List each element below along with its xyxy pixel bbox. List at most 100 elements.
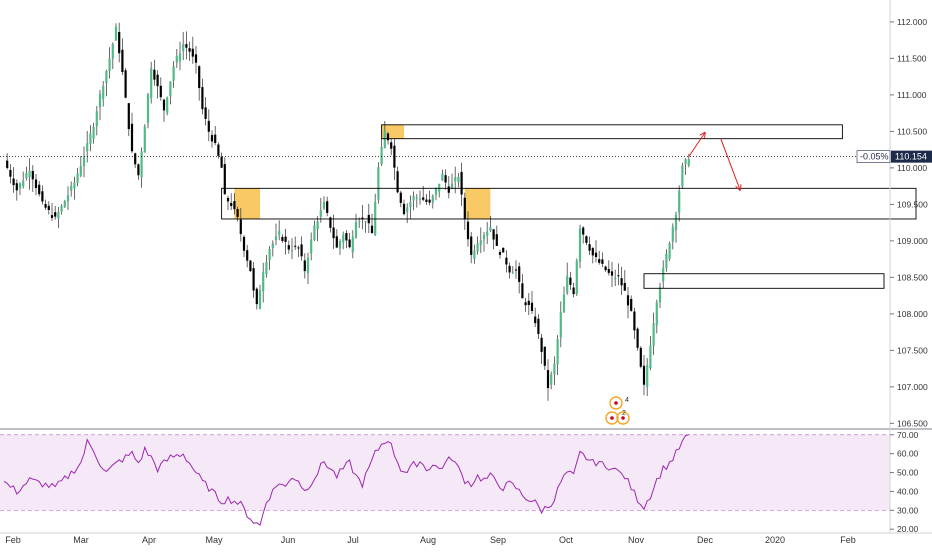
candle-down bbox=[236, 208, 239, 217]
candle-down bbox=[44, 203, 47, 208]
candle-down bbox=[345, 233, 348, 241]
candle-down bbox=[460, 171, 463, 195]
candle-down bbox=[130, 123, 134, 152]
last-price-text: 110.154 bbox=[895, 152, 927, 162]
pattern-marker: 42 bbox=[605, 396, 630, 425]
candle-up bbox=[662, 267, 665, 282]
candle-down bbox=[402, 203, 406, 215]
candle-down bbox=[50, 215, 54, 218]
projection-arrows[interactable] bbox=[688, 133, 740, 190]
candle-up bbox=[310, 239, 313, 254]
zone-rectangle[interactable] bbox=[643, 273, 885, 289]
candle-up bbox=[166, 97, 169, 113]
price-axis[interactable]: 106.500 107.000 107.500 108.000 108.500 109.0… bbox=[889, 0, 928, 533]
candle-up bbox=[431, 195, 434, 203]
candle-up bbox=[646, 365, 649, 388]
candle-up bbox=[313, 225, 316, 240]
candle-down bbox=[332, 227, 335, 239]
last-price-label: -0.05% 110.154 bbox=[856, 150, 932, 163]
candle-up bbox=[374, 201, 377, 236]
time-tick-label: Dec bbox=[697, 535, 714, 545]
candle-up bbox=[18, 183, 22, 189]
candle-down bbox=[569, 277, 572, 285]
candle-down bbox=[121, 49, 124, 73]
candle-down bbox=[191, 48, 194, 57]
candle-up bbox=[476, 243, 479, 252]
rsi-tick-label: 60.00 bbox=[897, 449, 919, 459]
price-tick-label: 110.500 bbox=[897, 126, 927, 136]
candle-down bbox=[399, 192, 402, 203]
candle-down bbox=[210, 135, 214, 142]
candle-down bbox=[287, 245, 290, 250]
candle-down bbox=[137, 164, 140, 176]
rsi-axis: 20.00 30.00 40.00 50.00 60.00 70.00 bbox=[890, 430, 919, 534]
price-tick-label: 108.500 bbox=[897, 272, 928, 282]
projection-arrow[interactable] bbox=[720, 138, 740, 190]
price-tick-label: 109.500 bbox=[897, 199, 928, 209]
candle-down bbox=[591, 248, 594, 256]
rsi-pane[interactable] bbox=[0, 434, 890, 526]
candle-up bbox=[550, 374, 553, 385]
candle-down bbox=[34, 179, 38, 189]
price-tick-label: 107.500 bbox=[897, 345, 928, 355]
candle-down bbox=[217, 144, 220, 156]
candle-up bbox=[351, 236, 354, 253]
candle-up bbox=[454, 177, 457, 182]
projection-arrow[interactable] bbox=[688, 133, 705, 157]
candle-up bbox=[681, 165, 684, 187]
candle-up bbox=[28, 170, 31, 178]
candle-up bbox=[434, 188, 438, 195]
candle-down bbox=[214, 134, 217, 143]
candle-up bbox=[66, 195, 70, 202]
zone-fill bbox=[464, 188, 491, 219]
time-tick-label: May bbox=[205, 535, 223, 545]
candle-up bbox=[63, 201, 66, 208]
candle-down bbox=[226, 197, 230, 202]
rsi-band bbox=[0, 434, 890, 511]
candle-up bbox=[450, 183, 454, 189]
candle-up bbox=[25, 172, 28, 179]
candle-up bbox=[489, 226, 492, 231]
candlestick-series bbox=[6, 22, 690, 401]
candle-up bbox=[649, 345, 652, 369]
candle-up bbox=[265, 262, 268, 274]
time-axis[interactable]: Feb Mar Apr May Jun Jul Aug Sep Oct Nov Dec 2020 Feb bbox=[5, 535, 856, 545]
zone-rectangle[interactable] bbox=[221, 187, 917, 220]
time-tick-label: Jun bbox=[281, 535, 296, 545]
candle-down bbox=[537, 318, 540, 334]
candle-up bbox=[290, 250, 294, 252]
candle-down bbox=[124, 70, 127, 98]
pattern-ring bbox=[609, 396, 623, 410]
time-tick-label: Apr bbox=[142, 535, 156, 545]
candle-up bbox=[98, 93, 102, 108]
candle-down bbox=[514, 269, 518, 271]
candle-down bbox=[620, 278, 623, 286]
candle-up bbox=[655, 302, 658, 326]
candle-up bbox=[22, 180, 25, 187]
last-price-badge bbox=[891, 150, 932, 163]
candle-up bbox=[150, 68, 153, 99]
zone-rectangle[interactable] bbox=[381, 124, 843, 140]
candle-down bbox=[31, 170, 34, 180]
candle-up bbox=[678, 190, 681, 213]
supply-demand-zones[interactable] bbox=[221, 124, 917, 289]
candle-down bbox=[466, 221, 470, 240]
candle-down bbox=[348, 239, 351, 248]
candle-up bbox=[364, 221, 367, 223]
candle-up bbox=[377, 167, 380, 200]
candle-down bbox=[38, 184, 41, 195]
rsi-tick-label: 50.00 bbox=[897, 468, 919, 478]
candle-down bbox=[361, 217, 364, 219]
candle-down bbox=[15, 183, 18, 191]
candle-down bbox=[396, 171, 399, 193]
candle-down bbox=[156, 74, 159, 87]
candle-up bbox=[70, 185, 73, 191]
candle-down bbox=[540, 337, 543, 352]
pattern-dot bbox=[621, 416, 625, 420]
candle-down bbox=[585, 236, 588, 243]
candle-down bbox=[639, 347, 642, 367]
candle-down bbox=[393, 145, 396, 168]
candle-up bbox=[319, 210, 322, 217]
